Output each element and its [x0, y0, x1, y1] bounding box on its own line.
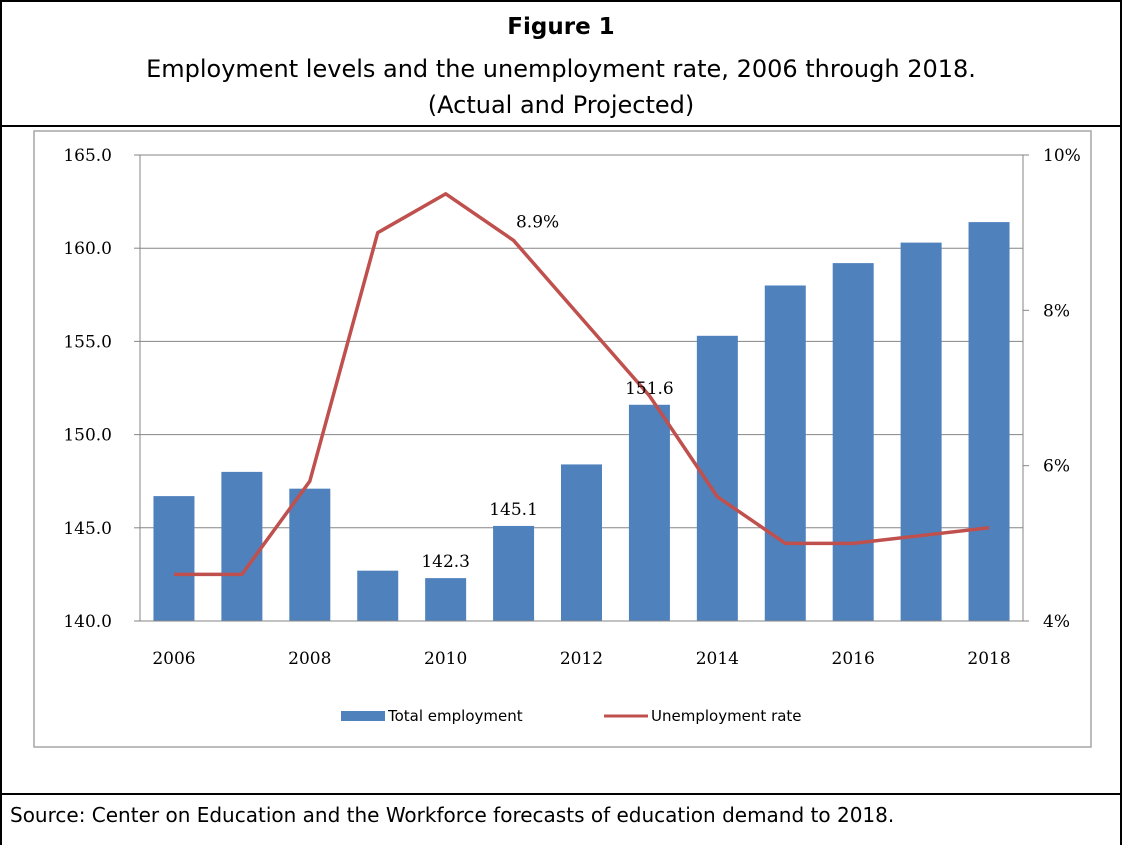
y-right-tick-label: 10% — [1043, 146, 1081, 166]
legend-line-label: Unemployment rate — [651, 707, 802, 725]
figure-subtitle: (Actual and Projected) — [427, 91, 695, 119]
y-right-tick-label: 4% — [1043, 612, 1070, 632]
x-tick-label: 2014 — [696, 649, 739, 669]
data-labels: 142.3 145.1 151.6 8.9% — [421, 212, 673, 572]
x-tick-label: 2016 — [832, 649, 875, 669]
x-tick-label: 2010 — [424, 649, 467, 669]
axes: 140.0 145.0 150.0 155.0 160.0 165.0 4% 6% 8% 10% 2… — [63, 146, 1080, 669]
bar — [357, 570, 399, 621]
bar — [561, 464, 602, 621]
x-tick-label: 2012 — [560, 649, 603, 669]
bar — [628, 404, 670, 621]
bar — [900, 242, 942, 621]
y-right-tick-label: 6% — [1043, 457, 1070, 477]
y-left-tick-label: 150.0 — [63, 426, 112, 446]
bar — [764, 285, 806, 621]
line-series — [173, 192, 990, 577]
y-left-tick-label: 155.0 — [63, 332, 112, 352]
y-right-tick-label: 8% — [1043, 301, 1070, 321]
figure-title: Employment levels and the unemployment r… — [146, 55, 976, 83]
legend-bar-swatch — [341, 711, 385, 721]
bar-data-label: 151.6 — [625, 379, 674, 399]
source-note: Source: Center on Education and the Work… — [10, 803, 895, 827]
bar — [153, 496, 195, 621]
legend-bar-label: Total employment — [387, 707, 523, 725]
y-left-tick-label: 145.0 — [63, 519, 112, 539]
bar — [832, 263, 874, 621]
chart-area-border — [33, 130, 1092, 748]
y-left-tick-label: 140.0 — [63, 612, 112, 632]
y-left-tick-label: 160.0 — [63, 239, 112, 259]
bar — [221, 471, 263, 621]
figure-label: Figure 1 — [507, 14, 615, 40]
bar-data-label: 142.3 — [421, 552, 470, 572]
legend: Total employment Unemployment rate — [341, 707, 802, 725]
y-left-tick-label: 165.0 — [63, 146, 112, 166]
x-tick-label: 2018 — [967, 649, 1010, 669]
x-tick-label: 2008 — [288, 649, 331, 669]
bar-series — [153, 222, 1010, 621]
unemployment-line — [173, 192, 990, 577]
x-tick-label: 2006 — [152, 649, 195, 669]
bar — [493, 525, 535, 621]
bar — [425, 578, 467, 621]
bar — [289, 488, 331, 621]
line-data-label: 8.9% — [516, 212, 559, 232]
bar — [968, 222, 1010, 621]
bar-data-label: 145.1 — [489, 500, 538, 520]
